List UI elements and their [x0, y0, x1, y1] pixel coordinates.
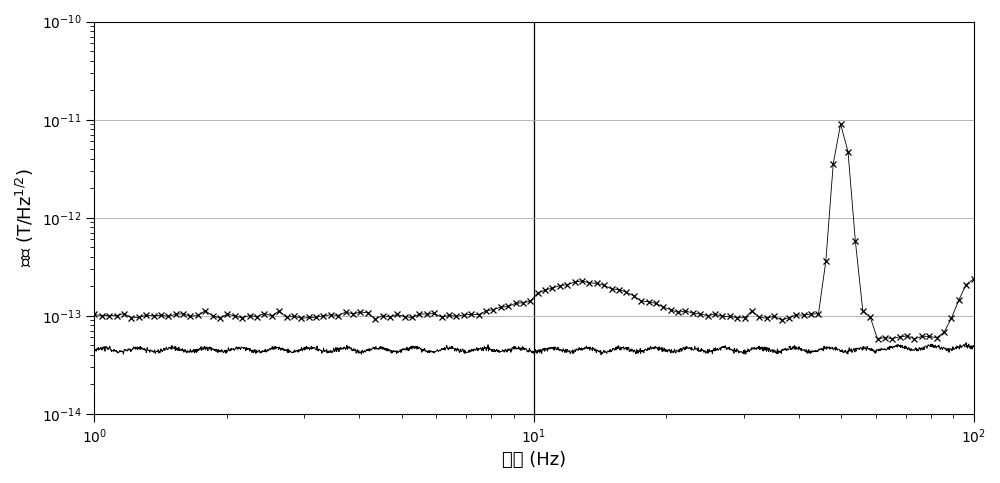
X-axis label: 频率 (Hz): 频率 (Hz) — [502, 451, 566, 469]
Y-axis label: 噪声 (T/Hz$^{1/2}$): 噪声 (T/Hz$^{1/2}$) — [14, 169, 36, 267]
